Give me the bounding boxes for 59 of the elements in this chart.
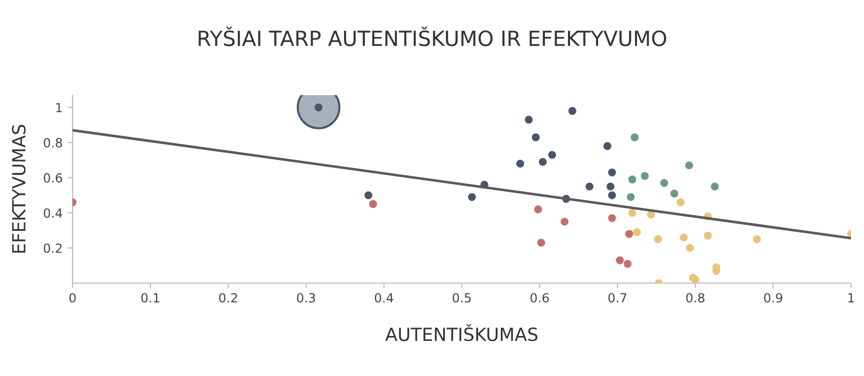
point — [586, 182, 594, 190]
point — [625, 230, 634, 238]
x-tick-label: 0 — [69, 293, 76, 303]
x-tick-label: 0.6 — [530, 293, 549, 303]
point — [752, 235, 761, 244]
point — [686, 244, 694, 252]
x-tick-label: 0.5 — [452, 293, 471, 303]
point — [626, 193, 635, 201]
point — [710, 182, 719, 190]
x-tick-label: 0.2 — [219, 293, 237, 303]
point — [633, 228, 641, 236]
x-tick-label: 0.4 — [374, 293, 394, 303]
y-tick-label: 0.4 — [44, 208, 62, 218]
point — [538, 158, 547, 166]
x-tick-label: 1 — [848, 293, 854, 302]
point — [676, 198, 684, 206]
point — [548, 150, 556, 159]
point — [537, 238, 546, 247]
y-tick-label: 1 — [56, 103, 62, 112]
point — [685, 161, 694, 170]
point — [314, 104, 322, 112]
x-axis-title: AUTENTIŠKUMAS — [385, 324, 538, 342]
chart-title: RYŠIAI TARP AUTENTIŠKUMO IR EFEKTYVUMO — [198, 26, 666, 46]
point — [660, 179, 668, 187]
point — [603, 142, 612, 150]
point — [647, 210, 655, 219]
y-tick-label: 0.8 — [44, 138, 62, 148]
point — [468, 193, 476, 201]
point — [616, 256, 624, 264]
point — [624, 260, 632, 268]
x-tick-label: 0.8 — [686, 293, 704, 303]
point — [630, 133, 639, 142]
y-tick-label: 0.2 — [44, 243, 62, 253]
point — [608, 168, 616, 176]
x-tick-label: 0.1 — [141, 293, 160, 303]
point — [628, 208, 636, 217]
point — [680, 234, 688, 242]
x-tick-label: 0.9 — [764, 293, 782, 303]
point — [364, 191, 372, 200]
point — [369, 200, 377, 208]
point — [704, 232, 712, 240]
point — [640, 172, 649, 180]
point — [691, 276, 700, 284]
point — [628, 176, 636, 184]
point — [670, 190, 678, 198]
point — [608, 214, 616, 222]
point — [608, 191, 616, 200]
point — [516, 160, 524, 168]
y-axis-title: EFEKTYVUMAS — [12, 124, 26, 253]
y-tick-label: 0.6 — [44, 173, 62, 183]
point — [654, 235, 662, 244]
point — [534, 205, 542, 214]
x-tick-label: 0.3 — [297, 293, 316, 303]
point — [524, 116, 533, 124]
point — [606, 182, 614, 190]
x-tick-label: 0.7 — [608, 293, 626, 303]
point — [560, 218, 568, 226]
point — [532, 133, 540, 142]
point — [568, 107, 576, 115]
